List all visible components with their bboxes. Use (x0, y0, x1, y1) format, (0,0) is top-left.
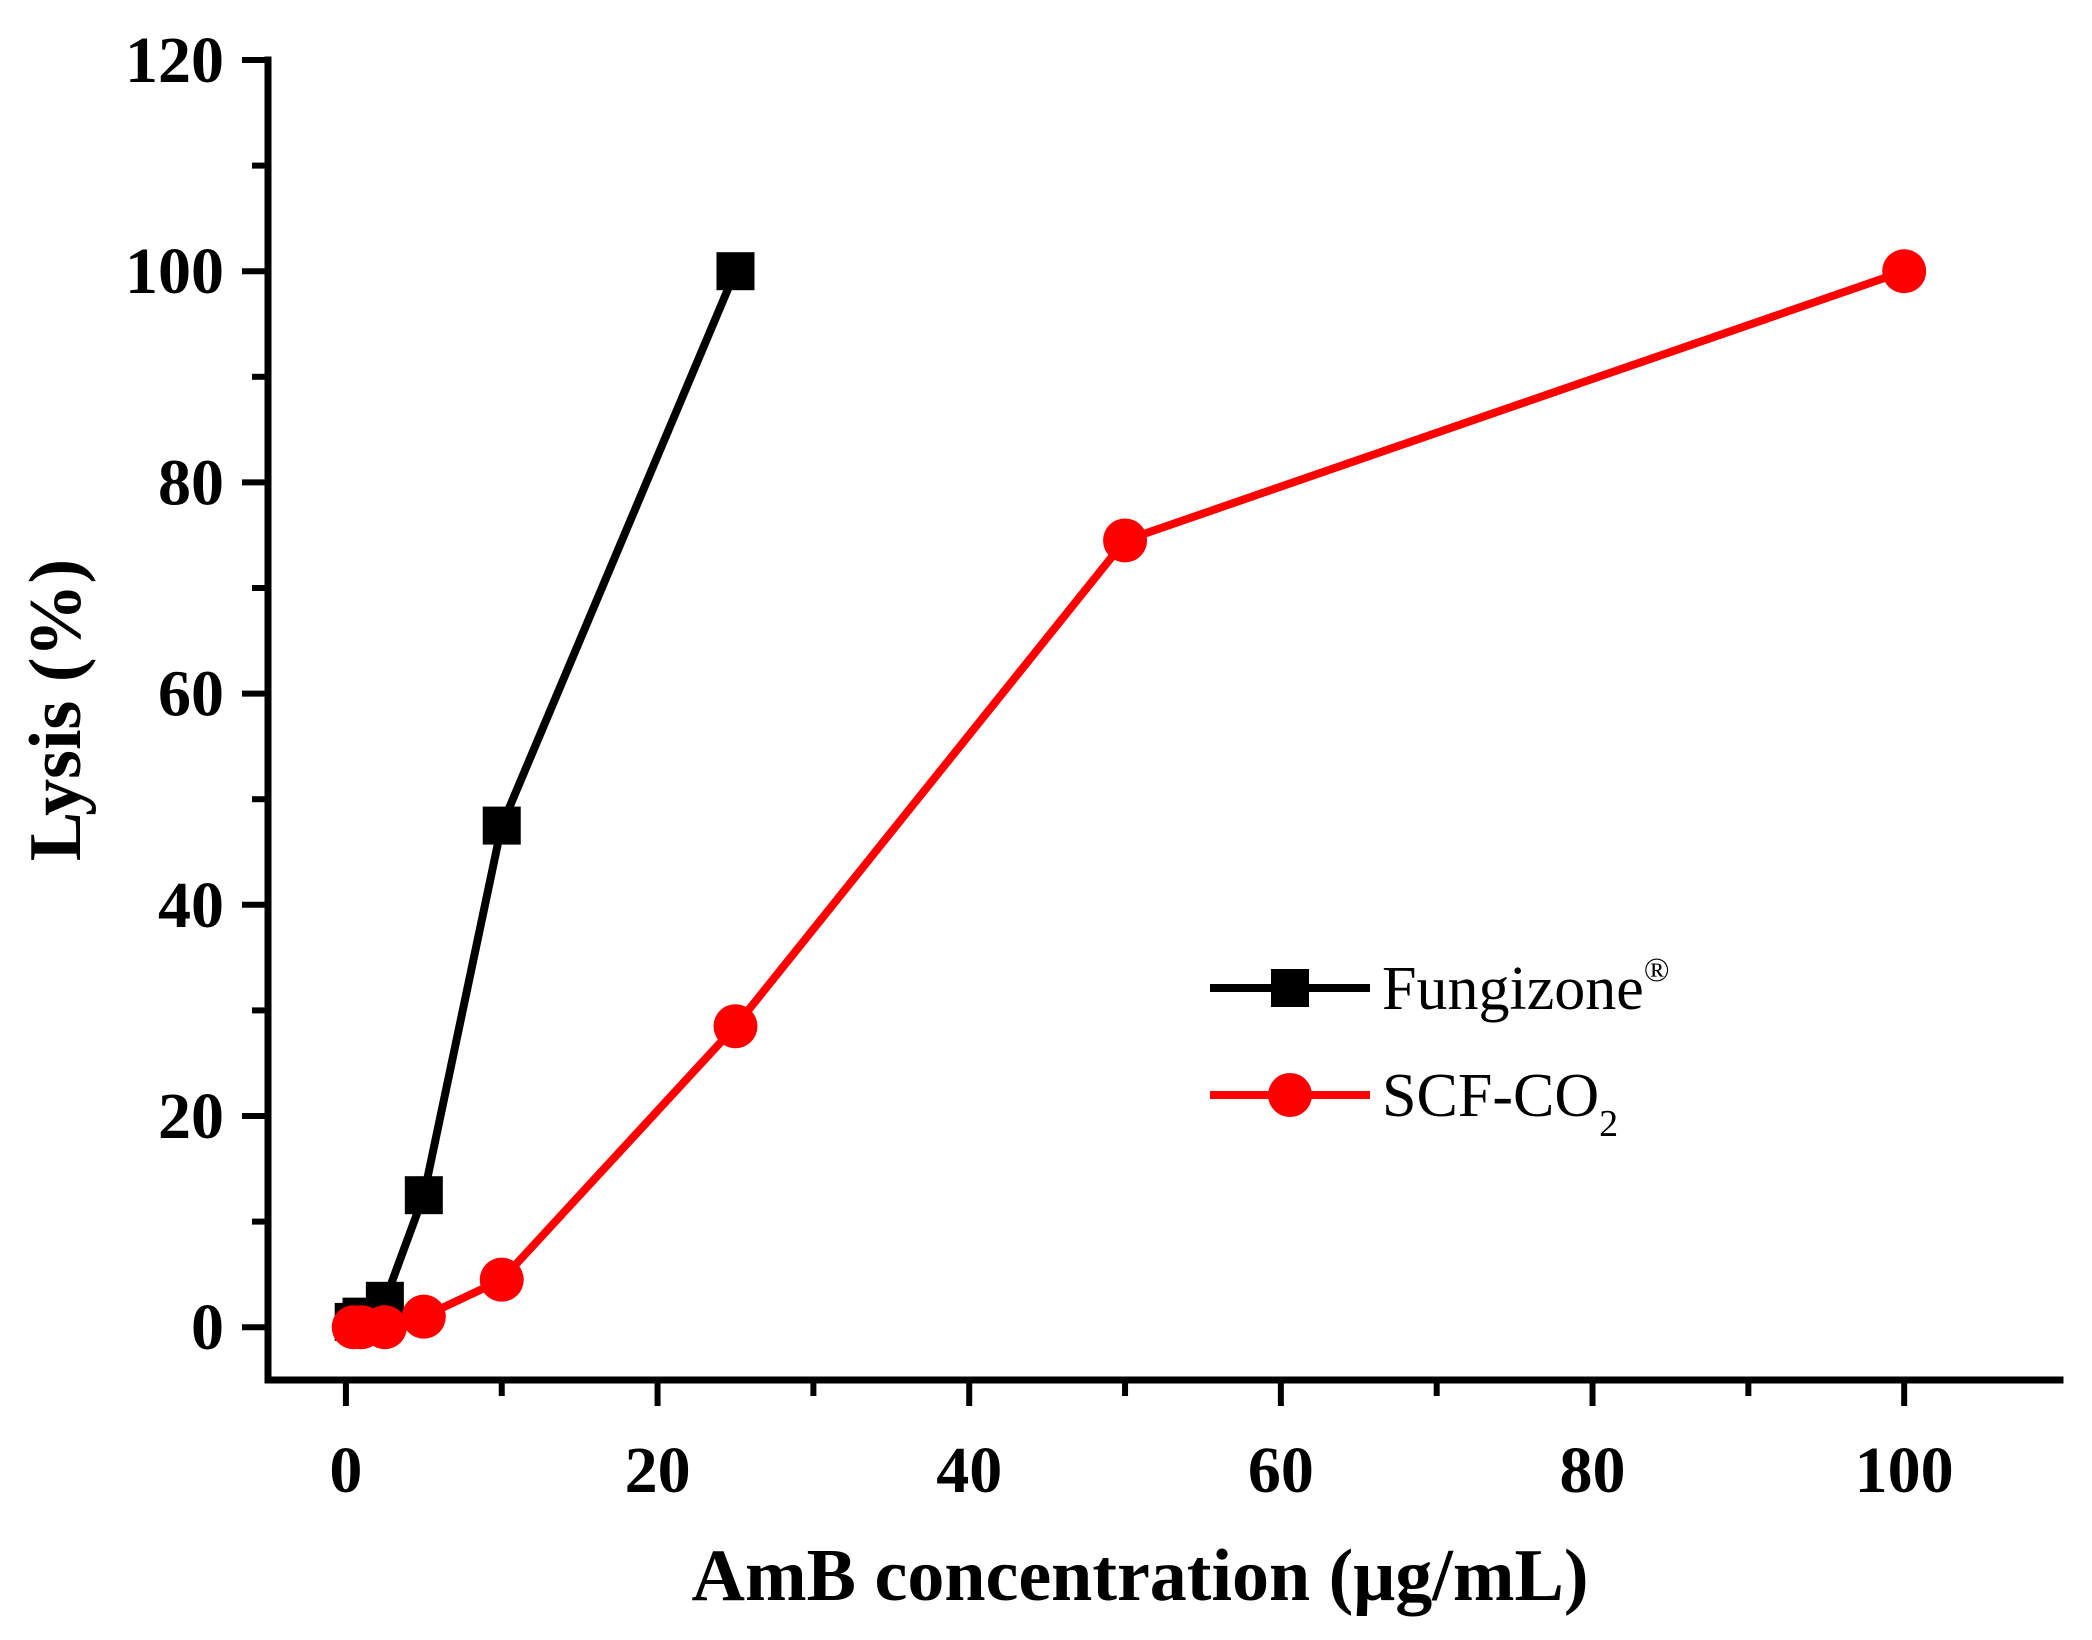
y-tick-label: 120 (125, 24, 224, 97)
legend-label-scf-co2: SCF-CO2 (1382, 1062, 1618, 1145)
x-tick-label: 20 (625, 1434, 691, 1507)
y-tick-label: 60 (158, 658, 224, 731)
legend-label-fungizone-name: Fungizone (1382, 955, 1644, 1023)
data-point-square (716, 252, 755, 291)
series-scf-co2 (331, 249, 1927, 1350)
series-line (353, 267, 1906, 1332)
data-point-circle (401, 1294, 446, 1339)
data-point-square (482, 806, 521, 845)
data-point-circle (479, 1257, 524, 1302)
x-tick-label: 60 (1248, 1434, 1314, 1507)
axes (264, 56, 2064, 1384)
y-axis-title: Lysis (%) (15, 559, 97, 861)
legend-item-fungizone: Fungizone® (1210, 952, 1670, 1023)
y-tick-label: 0 (191, 1291, 224, 1364)
legend-label-scf-co2-subscript: 2 (1599, 1103, 1618, 1145)
legend-marker-circle (1268, 1073, 1312, 1117)
data-point-square (404, 1176, 443, 1215)
data-point-circle (1882, 249, 1927, 294)
x-tick-label: 0 (329, 1434, 362, 1507)
series-line (351, 269, 740, 1326)
x-tick-label: 80 (1560, 1434, 1626, 1507)
y-tick-label: 20 (158, 1080, 224, 1153)
axis-ticks: 0 20 40 60 80 100 0 20 40 60 80 100 120 (125, 24, 1954, 1507)
data-point-circle (1103, 518, 1148, 563)
legend: Fungizone® SCF-CO2 (1210, 952, 1670, 1145)
legend-label-fungizone-superscript: ® (1644, 952, 1670, 989)
y-tick-label: 40 (158, 869, 224, 942)
x-tick-label: 100 (1855, 1434, 1954, 1507)
y-tick-label: 80 (158, 446, 224, 519)
x-tick-label: 40 (936, 1434, 1002, 1507)
data-point-circle (362, 1305, 407, 1350)
legend-marker-square (1271, 969, 1309, 1007)
series-layer (331, 249, 1927, 1350)
data-point-circle (713, 1004, 758, 1049)
x-axis-title: AmB concentration (μg/mL) (692, 1535, 1589, 1617)
y-tick-label: 100 (125, 235, 224, 308)
legend-item-scf-co2: SCF-CO2 (1210, 1062, 1618, 1145)
legend-label-scf-co2-name: SCF-CO (1382, 1062, 1599, 1130)
series-fungizone (334, 252, 755, 1341)
legend-label-fungizone: Fungizone® (1382, 952, 1670, 1023)
